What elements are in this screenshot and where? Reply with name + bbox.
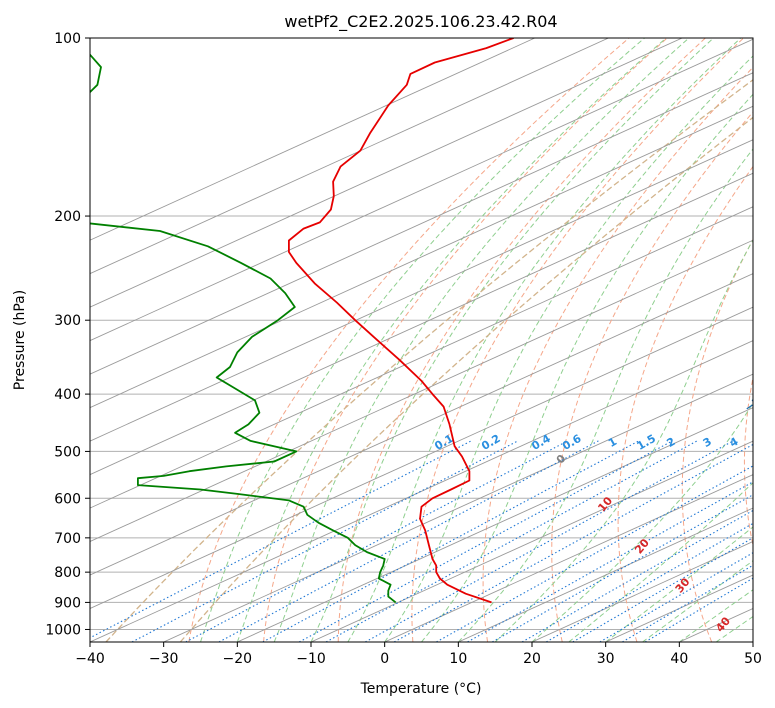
moist-adiabat-line bbox=[236, 38, 667, 642]
y-tick-label: 100 bbox=[54, 31, 81, 47]
mixing-ratio-line bbox=[90, 440, 472, 639]
y-tick-label: 500 bbox=[54, 444, 81, 460]
skewed-isotherm-line bbox=[163, 373, 753, 642]
mixing-ratio-line bbox=[131, 440, 519, 642]
mixing-ratio-line bbox=[492, 494, 753, 642]
mixing-ratio-line bbox=[521, 509, 753, 642]
x-tick-label: −30 bbox=[149, 651, 179, 667]
mixing-ratio-line bbox=[572, 537, 753, 642]
moist-adiabat-line bbox=[494, 238, 753, 642]
skewed-isotherm-line bbox=[90, 105, 753, 409]
mixing-ratio-line bbox=[325, 440, 698, 642]
temperature-line bbox=[288, 38, 514, 604]
dry-adiabat-line bbox=[263, 38, 668, 642]
moist-adiabat-line bbox=[310, 38, 714, 642]
mixing-ratio-line bbox=[185, 440, 568, 642]
x-tick-label: −10 bbox=[296, 651, 326, 667]
dry-adiabat-line bbox=[188, 38, 630, 642]
y-tick-label: 800 bbox=[54, 565, 81, 581]
moist-adiabat-line bbox=[605, 526, 753, 642]
y-tick-label: 400 bbox=[54, 387, 81, 403]
skewed-isotherm-line bbox=[90, 306, 753, 610]
chart-title: wetPf2_C2E2.2025.106.23.42.R04 bbox=[284, 12, 557, 32]
mixing-ratio-line bbox=[467, 481, 753, 642]
moist-adiabat-line bbox=[347, 38, 742, 642]
moist-adiabat-line bbox=[679, 589, 753, 642]
mixing-ratio-line bbox=[218, 440, 599, 642]
x-tick-label: −40 bbox=[75, 651, 105, 667]
saturation-curve-line bbox=[105, 79, 753, 642]
skewed-isotherm-line bbox=[90, 340, 753, 642]
x-tick-label: 30 bbox=[597, 651, 615, 667]
moist-adiabat-line bbox=[421, 93, 753, 642]
dry-adiabat-line bbox=[551, 111, 753, 642]
skewed-isotherm-line bbox=[90, 38, 609, 275]
skewed-isotherm-line bbox=[752, 641, 753, 642]
x-axis-label: Temperature (°C) bbox=[360, 681, 482, 697]
isotherm-label: −20 bbox=[742, 390, 770, 415]
y-tick-label: 900 bbox=[54, 595, 81, 611]
mixing-ratio-line bbox=[546, 522, 753, 642]
mixing-ratio-line bbox=[393, 443, 753, 642]
skewed-isotherm-line bbox=[90, 139, 753, 442]
skewed-isotherm-line bbox=[237, 407, 753, 642]
skewed-isotherm-line bbox=[90, 206, 753, 509]
y-tick-label: 200 bbox=[54, 209, 81, 225]
y-axis-label: Pressure (hPa) bbox=[12, 290, 28, 390]
skewed-isotherm-line bbox=[384, 474, 753, 642]
x-tick-label: 20 bbox=[523, 651, 541, 667]
saturation-curve-line bbox=[179, 116, 753, 642]
moist-adiabat-line bbox=[384, 55, 753, 642]
isotherm-label: −40 bbox=[760, 315, 775, 340]
x-tick-label: −20 bbox=[223, 651, 253, 667]
isotherm-label: −30 bbox=[750, 353, 775, 378]
y-tick-label: 700 bbox=[54, 531, 81, 547]
plot-frame bbox=[89, 37, 754, 643]
skewed-isotherm-line bbox=[310, 440, 753, 642]
skewed-isotherm-line bbox=[90, 38, 535, 241]
x-tick-label: 40 bbox=[670, 651, 688, 667]
y-tick-label: 1000 bbox=[45, 622, 81, 638]
isotherm-label: −10 bbox=[749, 420, 775, 445]
skewed-isotherm-line bbox=[458, 507, 753, 642]
mixing-ratio-line bbox=[599, 552, 753, 642]
mixing-ratio-line bbox=[365, 440, 734, 642]
mixing-ratio-label: 6 bbox=[766, 435, 775, 450]
dry-adiabat-line bbox=[743, 375, 753, 548]
moist-adiabat-line bbox=[457, 148, 753, 642]
x-tick-label: 0 bbox=[380, 651, 389, 667]
dewpoint-line bbox=[90, 53, 397, 604]
x-tick-label: 50 bbox=[744, 651, 762, 667]
moist-adiabat-line bbox=[200, 38, 645, 642]
x-tick-label: 10 bbox=[449, 651, 467, 667]
skewed-isotherm-line bbox=[90, 72, 753, 375]
y-tick-label: 300 bbox=[54, 313, 81, 329]
skewed-isotherm-line bbox=[90, 172, 753, 476]
plot-background bbox=[90, 38, 753, 642]
skewed-isotherm-line bbox=[90, 273, 753, 576]
y-tick-label: 600 bbox=[54, 491, 81, 507]
dry-adiabat-line bbox=[617, 165, 753, 642]
skewed-isotherm-line bbox=[90, 38, 753, 342]
skewed-isotherm-line bbox=[90, 38, 683, 308]
